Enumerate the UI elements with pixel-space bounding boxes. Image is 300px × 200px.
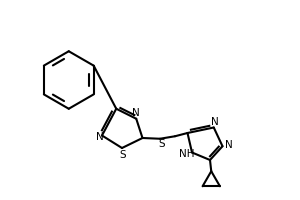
Text: N: N bbox=[96, 132, 104, 142]
Text: N: N bbox=[211, 117, 219, 127]
Text: S: S bbox=[158, 139, 165, 149]
Text: NH: NH bbox=[179, 149, 194, 159]
Text: S: S bbox=[119, 150, 126, 160]
Text: N: N bbox=[132, 108, 140, 117]
Text: N: N bbox=[225, 140, 232, 150]
